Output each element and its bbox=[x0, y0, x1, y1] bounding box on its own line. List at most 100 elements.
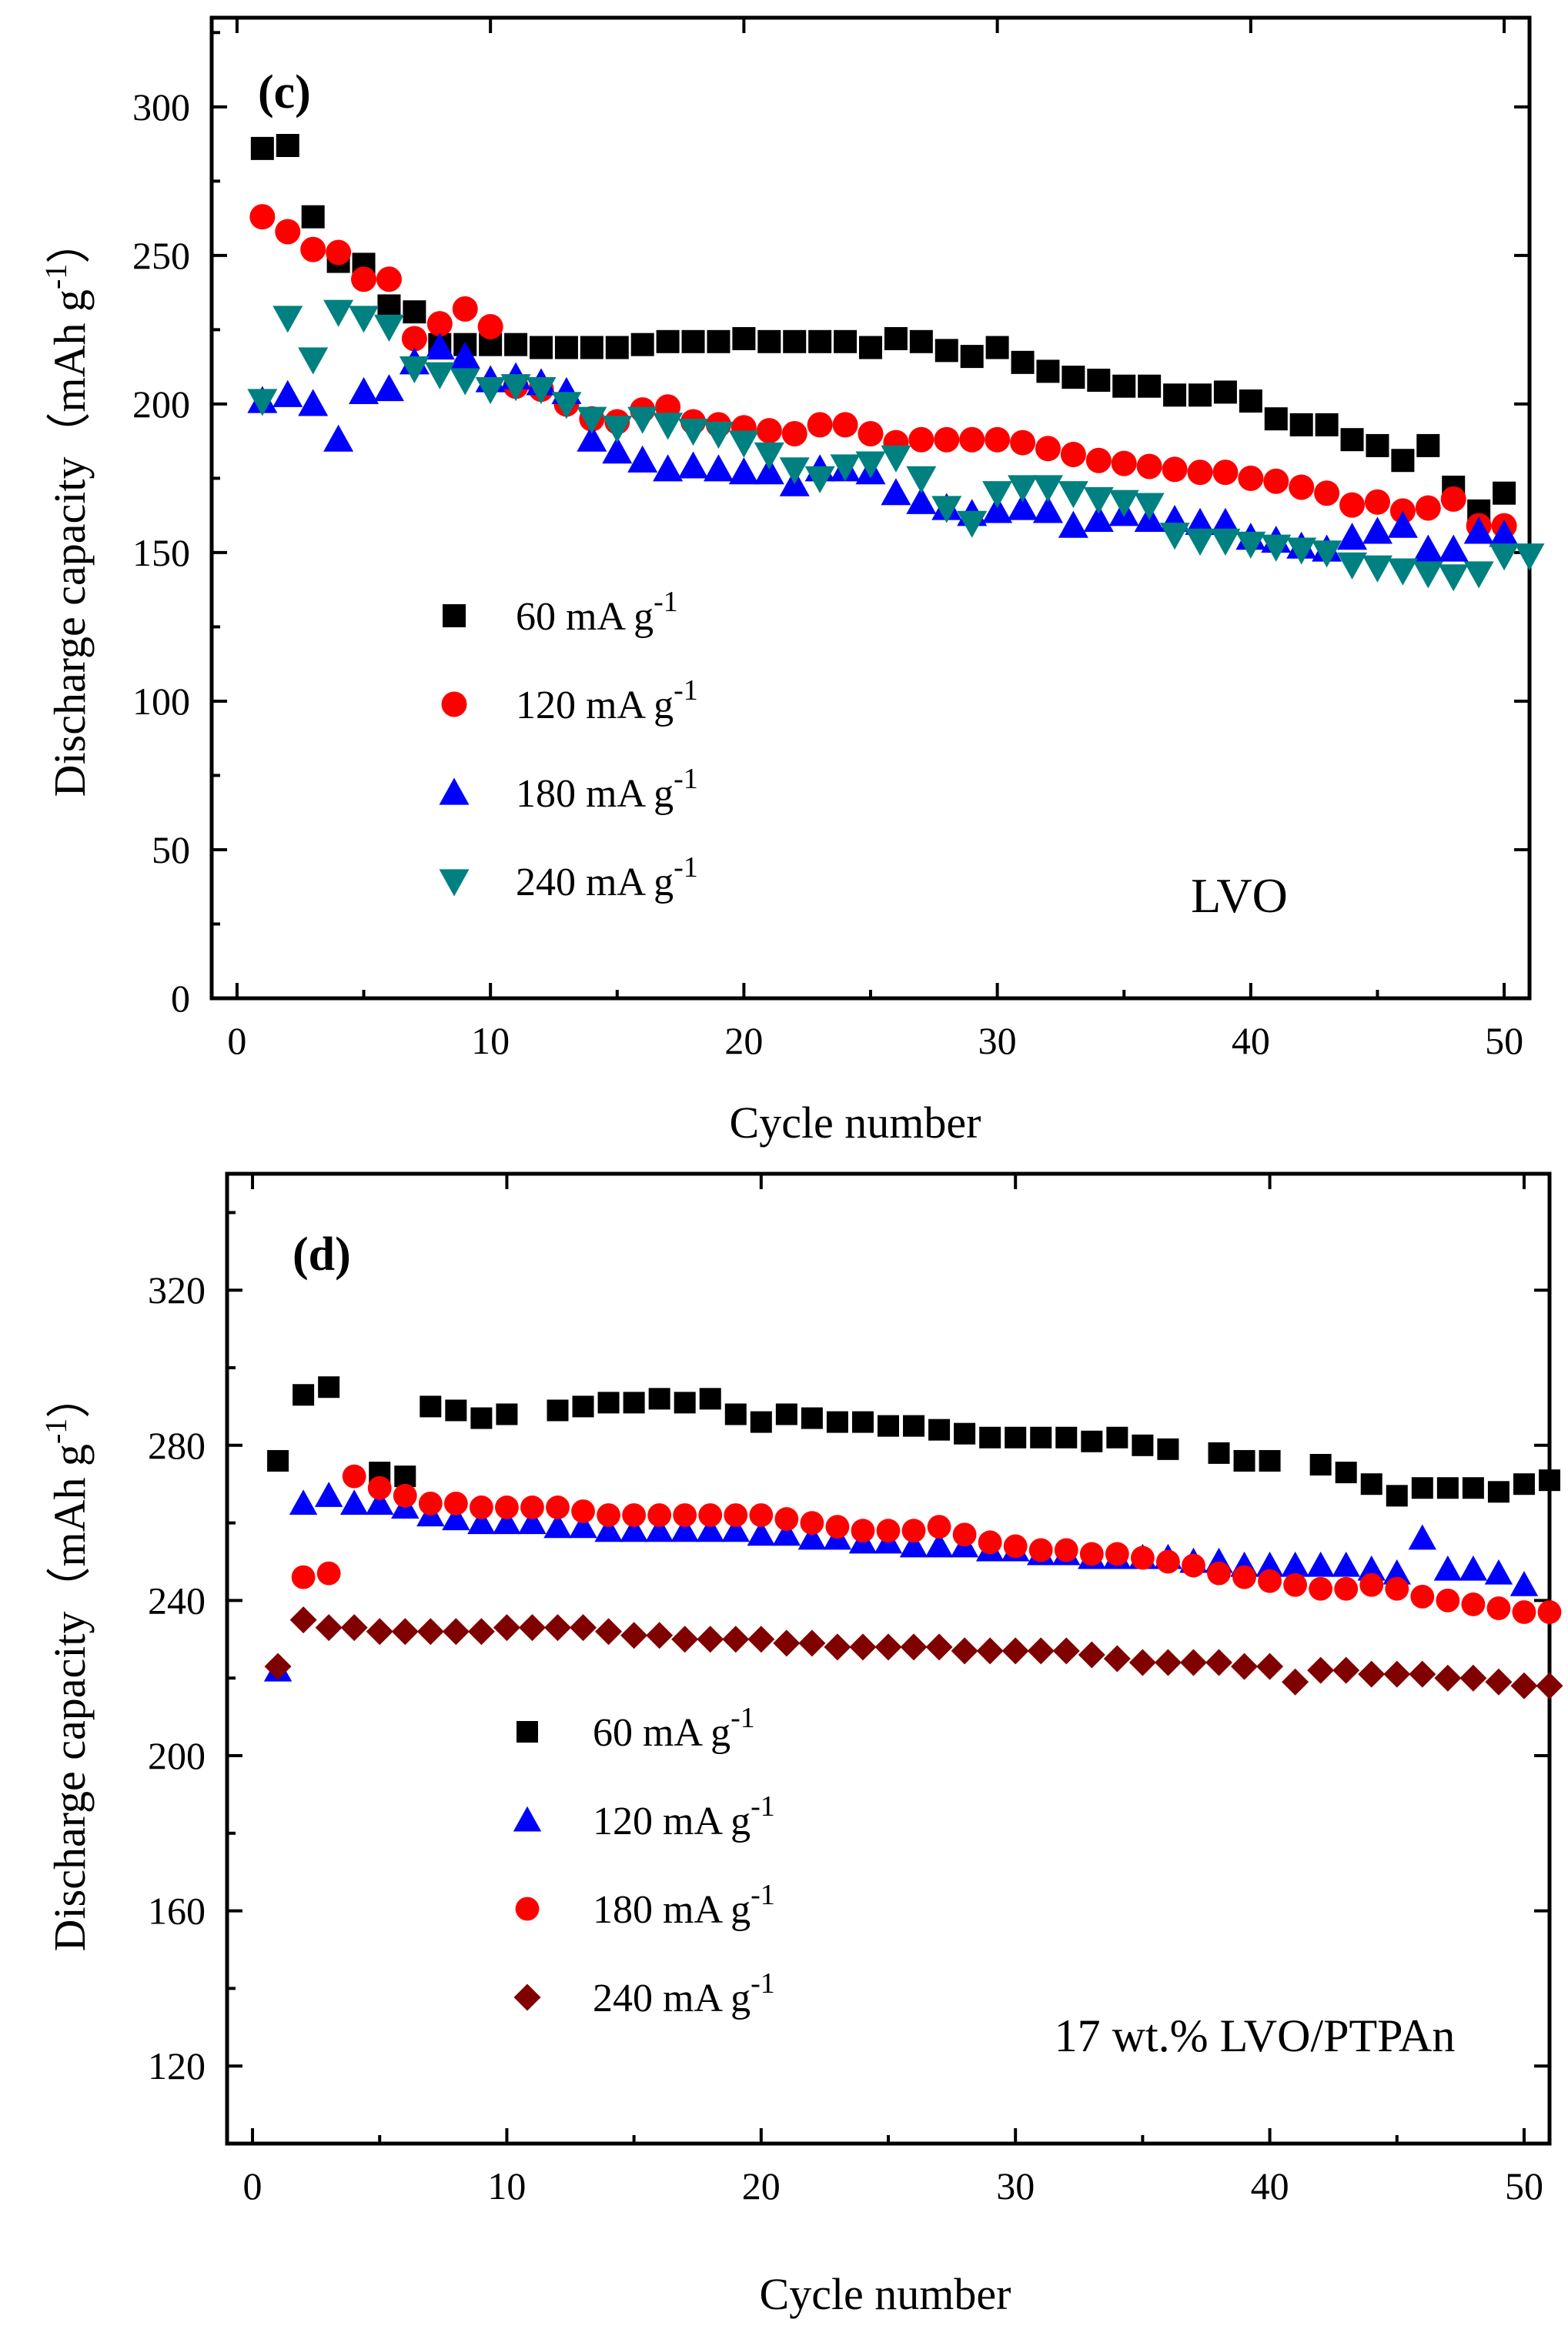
data-point bbox=[403, 300, 426, 324]
data-point bbox=[1536, 1672, 1563, 1699]
data-point bbox=[366, 1618, 393, 1646]
data-point bbox=[1415, 495, 1441, 521]
x-tick-label: 10 bbox=[471, 1019, 510, 1062]
x-axis-label: Cycle number bbox=[730, 1098, 981, 1148]
legend-marker bbox=[443, 604, 466, 627]
data-point bbox=[367, 1475, 392, 1500]
data-point bbox=[1383, 1660, 1411, 1688]
x-tick-label: 0 bbox=[243, 2164, 262, 2207]
data-point bbox=[442, 1618, 470, 1646]
data-point bbox=[826, 1411, 848, 1433]
data-point bbox=[1210, 528, 1241, 556]
data-point bbox=[747, 1626, 775, 1653]
legend-marker bbox=[441, 691, 467, 717]
data-point bbox=[906, 486, 937, 514]
data-point bbox=[1512, 1600, 1536, 1624]
data-point bbox=[544, 1614, 571, 1642]
data-point bbox=[1079, 1542, 1104, 1566]
data-point bbox=[373, 314, 404, 343]
data-point bbox=[832, 412, 858, 438]
data-point bbox=[291, 1565, 316, 1589]
data-point bbox=[1358, 1660, 1386, 1688]
data-point bbox=[724, 1403, 747, 1425]
x-tick-label: 40 bbox=[1232, 1019, 1270, 1062]
legend-label-sup: -1 bbox=[674, 851, 698, 884]
data-point bbox=[1484, 1559, 1513, 1585]
data-point bbox=[1130, 1546, 1155, 1570]
data-point bbox=[351, 266, 377, 292]
data-point bbox=[674, 1392, 696, 1414]
data-point bbox=[1332, 1656, 1360, 1684]
data-point bbox=[1036, 359, 1060, 383]
data-point bbox=[849, 1633, 877, 1661]
data-point bbox=[808, 329, 832, 353]
data-point bbox=[1459, 1664, 1487, 1692]
annotation-text: 17 wt.% LVO/PTPAn bbox=[1055, 2010, 1456, 2061]
data-point bbox=[1489, 543, 1520, 571]
data-point bbox=[1335, 1462, 1357, 1484]
data-point bbox=[267, 1449, 289, 1472]
legend-label: 60 mA g-1 bbox=[593, 1702, 755, 1755]
data-point bbox=[1028, 1538, 1053, 1562]
data-point bbox=[721, 1516, 750, 1542]
data-point bbox=[1461, 1592, 1486, 1616]
data-point bbox=[908, 426, 934, 453]
data-point bbox=[526, 376, 557, 405]
data-point bbox=[783, 329, 807, 353]
data-point bbox=[1463, 561, 1494, 589]
data-point bbox=[426, 311, 453, 337]
data-point bbox=[1231, 1653, 1259, 1680]
data-point bbox=[394, 1465, 416, 1488]
data-point bbox=[366, 1489, 394, 1515]
data-point bbox=[927, 1515, 951, 1539]
legend-label: 180 mA g-1 bbox=[593, 1879, 775, 1932]
data-point bbox=[1382, 1559, 1411, 1585]
legend-label-sup: -1 bbox=[751, 1879, 775, 1911]
data-point bbox=[1364, 489, 1390, 515]
data-point bbox=[653, 413, 684, 440]
data-point bbox=[931, 496, 962, 523]
data-point bbox=[551, 392, 582, 419]
y-tick-label: 200 bbox=[148, 1734, 206, 1777]
data-point bbox=[670, 1516, 699, 1542]
data-point bbox=[580, 336, 603, 359]
data-point bbox=[681, 329, 705, 353]
data-point bbox=[1083, 486, 1114, 514]
data-point bbox=[1357, 1555, 1386, 1581]
data-point bbox=[547, 1399, 569, 1422]
data-point bbox=[373, 374, 404, 402]
legend-label-sup: -1 bbox=[751, 1967, 775, 2000]
data-point bbox=[570, 1614, 597, 1642]
data-point bbox=[1309, 1454, 1332, 1475]
data-point bbox=[732, 326, 756, 350]
data-point bbox=[1261, 534, 1292, 562]
data-point bbox=[1487, 1481, 1509, 1503]
data-point bbox=[773, 1629, 801, 1657]
data-point bbox=[696, 1516, 724, 1542]
y-axis-label: Discharge capacity（mAh g-1） bbox=[38, 219, 95, 797]
y-tick-label: 120 bbox=[148, 2044, 206, 2087]
legend-label: 120 mA g-1 bbox=[516, 674, 698, 727]
data-point bbox=[298, 347, 329, 375]
y-tick-label: 250 bbox=[132, 234, 190, 277]
data-point bbox=[520, 1496, 544, 1519]
plot-frame bbox=[209, 15, 1532, 1001]
data-point bbox=[250, 136, 274, 160]
data-point bbox=[323, 424, 354, 452]
data-point bbox=[276, 134, 299, 158]
legend-label: 120 mA g-1 bbox=[593, 1790, 775, 1843]
data-point bbox=[830, 454, 861, 482]
data-point bbox=[1103, 1645, 1131, 1673]
data-point bbox=[1010, 429, 1036, 456]
data-point bbox=[807, 412, 833, 438]
data-point bbox=[602, 436, 633, 464]
data-point bbox=[1185, 507, 1215, 535]
x-tick-label: 20 bbox=[724, 1019, 763, 1062]
data-point bbox=[647, 1503, 672, 1527]
data-point bbox=[859, 336, 882, 359]
data-point bbox=[881, 478, 911, 506]
data-point bbox=[572, 1395, 594, 1418]
data-point bbox=[1208, 1442, 1230, 1464]
data-point bbox=[834, 329, 858, 353]
